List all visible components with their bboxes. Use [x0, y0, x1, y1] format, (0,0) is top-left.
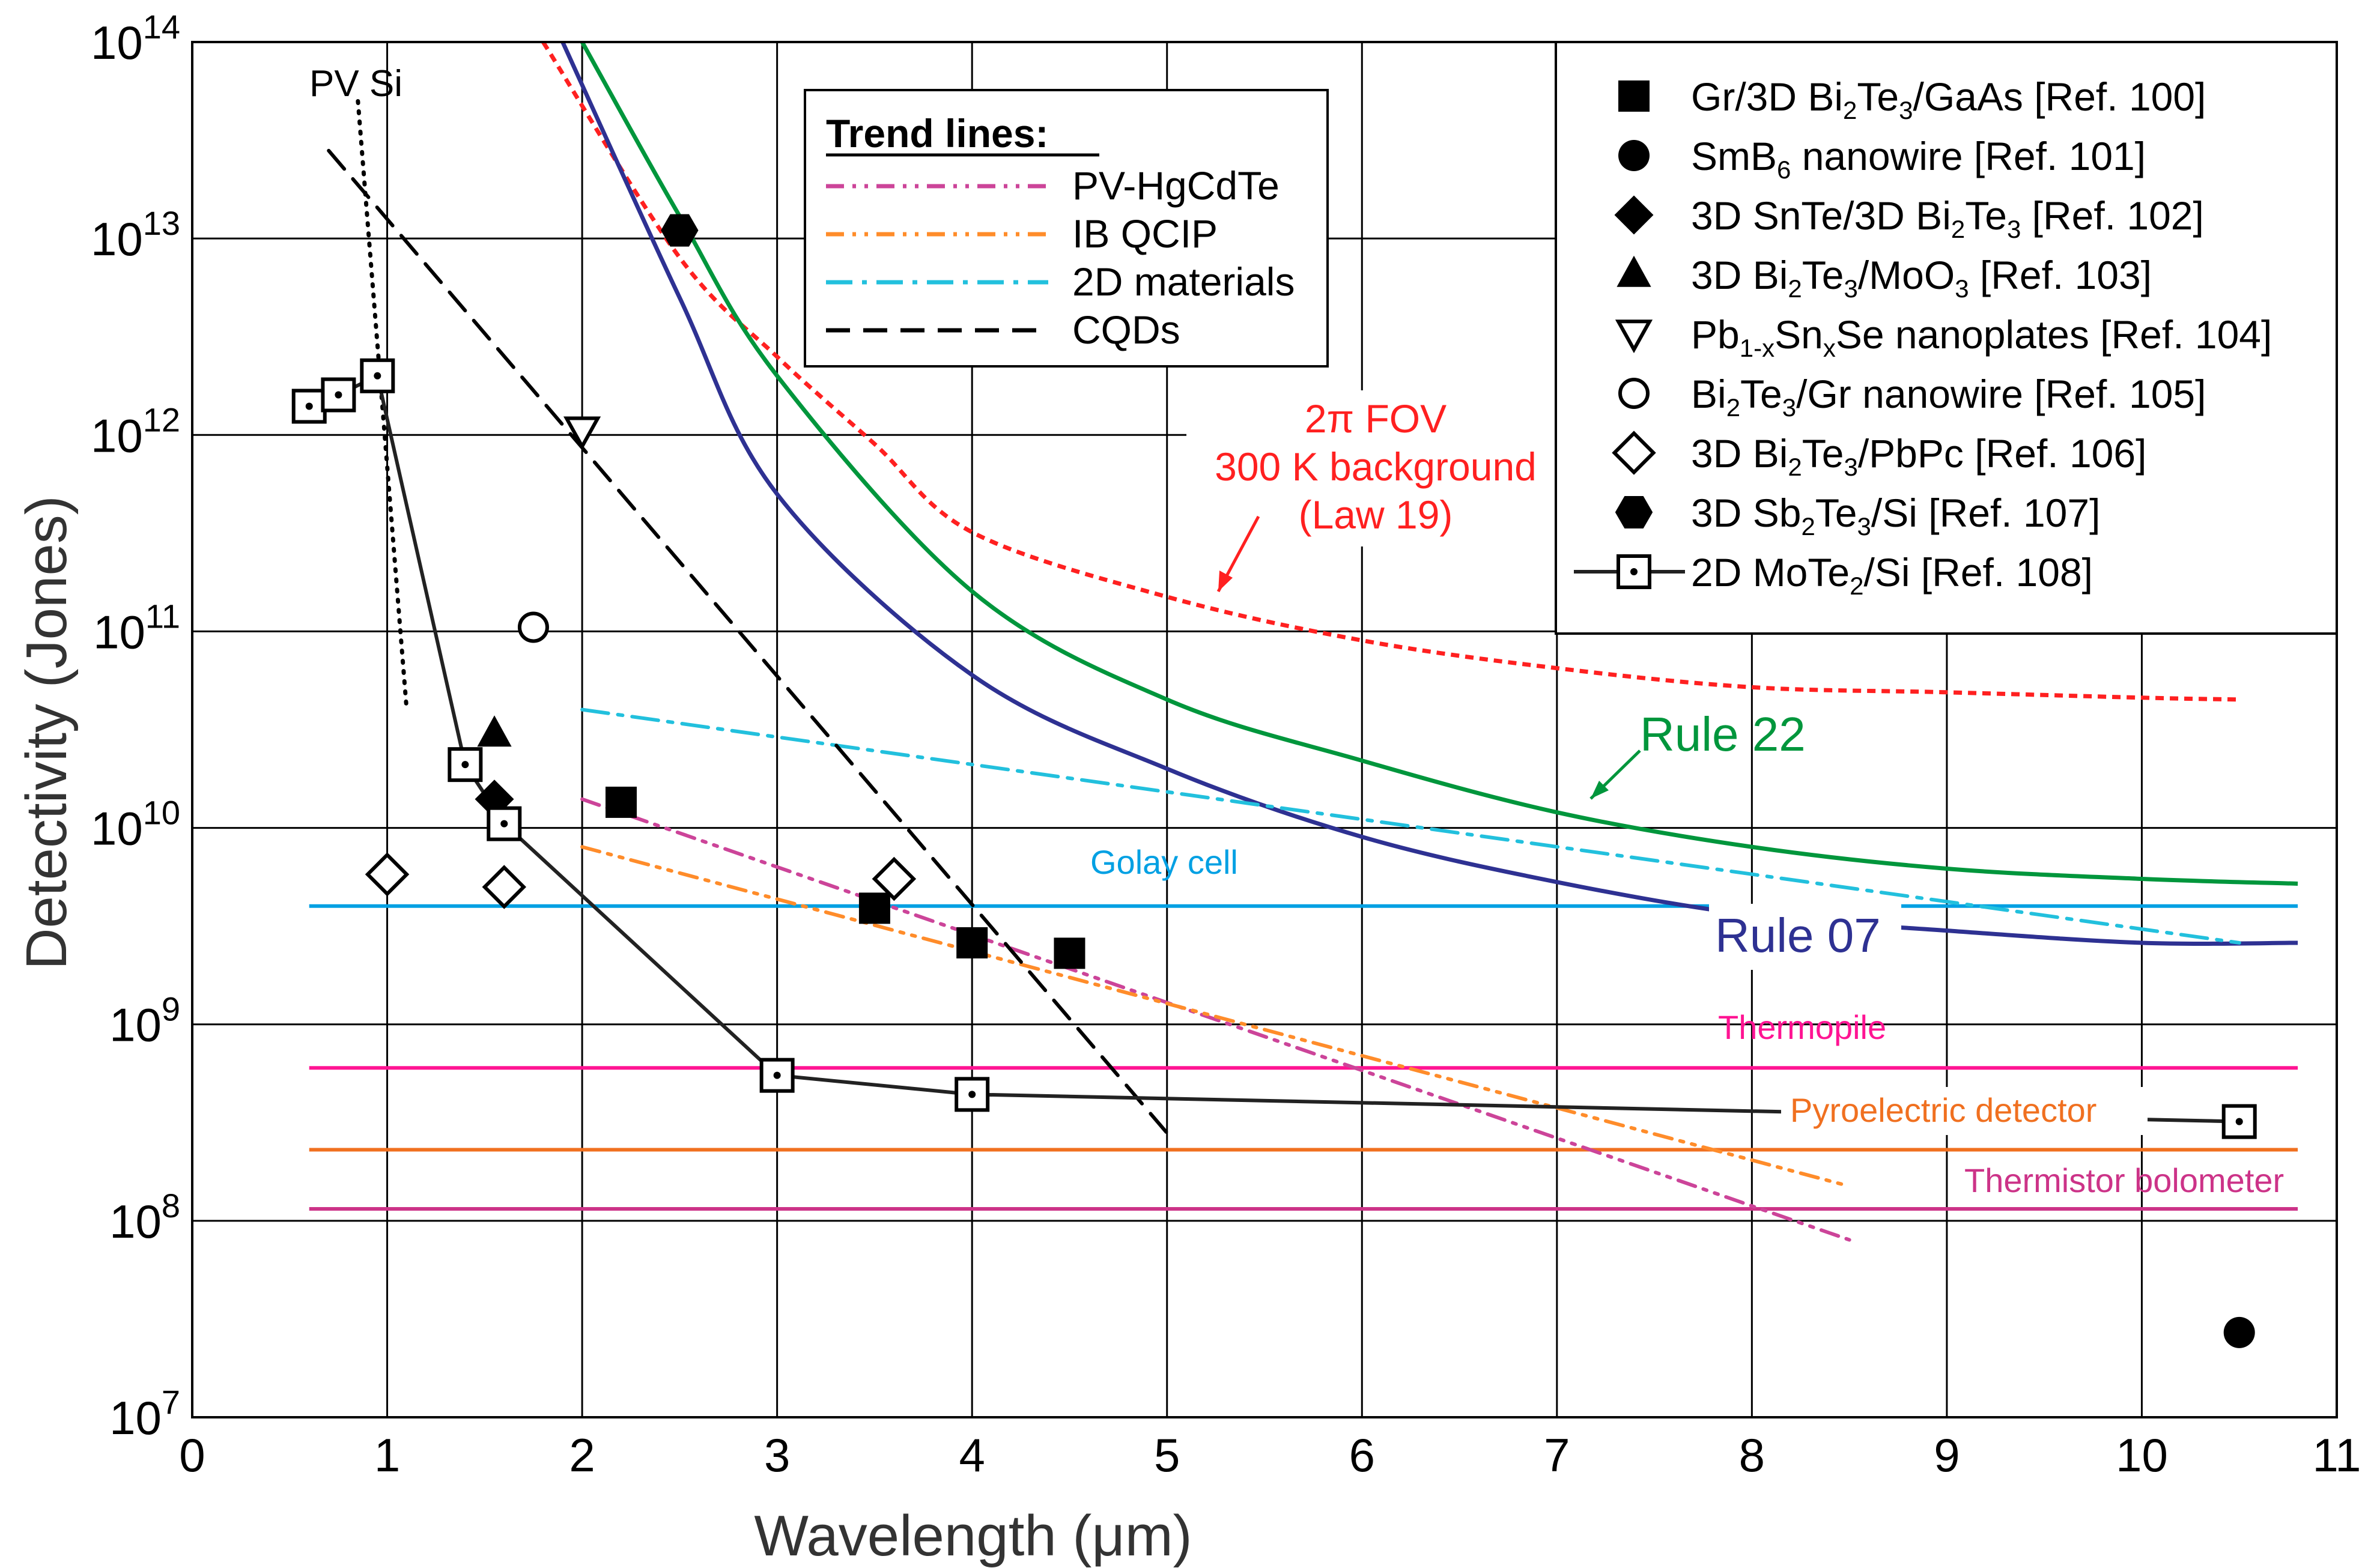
data-point-hexagon-filled: [661, 214, 699, 247]
x-tick-label: 8: [1739, 1429, 1765, 1482]
fov-label-arrowhead: [1218, 571, 1233, 592]
x-tick-label: 11: [2313, 1429, 2361, 1482]
curve-rule: [560, 42, 2298, 946]
curve-2: [541, 42, 2239, 702]
legend-marker: [1612, 431, 1656, 475]
rule07-label: Rule 07: [1715, 909, 1881, 962]
rule07-label-background: [1709, 904, 1901, 970]
golay-cell-label: Golay cell: [1090, 843, 1238, 881]
trend-legend-label: IB QCIP: [1072, 211, 1218, 256]
pyroelectric-label: Pyroelectric detector: [1790, 1091, 2096, 1129]
data-point-square-dot-line: [291, 389, 327, 424]
legend-marker: [1617, 255, 1651, 287]
fov-label-background: [1186, 390, 1559, 546]
data-point-square-filled: [858, 892, 890, 924]
y-tick-label: 1011: [93, 597, 180, 658]
legend-marker: [1618, 140, 1650, 171]
y-axis-title: Detectivity (Jones): [14, 495, 79, 970]
legend-label: 3D Bi2Te3/MoO3 [Ref. 103]: [1691, 253, 2152, 303]
legend-marker: [1615, 319, 1653, 354]
x-tick-label: 9: [1934, 1429, 1960, 1482]
rule22-label: Rule 22: [1640, 707, 1806, 761]
legend-label: 3D Bi2Te3/PbPc [Ref. 106]: [1691, 431, 2146, 481]
data-point-circle-filled: [2223, 1316, 2255, 1348]
fov-label-line2: 300 K background: [1215, 444, 1537, 489]
data-point-circle-open: [517, 611, 549, 643]
legend-marker: [1615, 495, 1653, 529]
x-tick-label: 0: [179, 1429, 205, 1482]
data-point-diamond-open: [365, 852, 410, 897]
legend-label: Pb1-xSnxSe nanoplates [Ref. 104]: [1691, 312, 2272, 362]
data-point-triangle-filled: [477, 715, 512, 747]
markers-legend-items: Gr/3D Bi2Te3/GaAs [Ref. 100] SmB6 nanowir…: [1574, 74, 2272, 600]
data-point-square-dot-line: [360, 358, 395, 393]
legend-marker: [1618, 80, 1650, 112]
data-point-square-dot-line: [321, 377, 356, 413]
theory-curves: [541, 42, 2298, 946]
axis-ticks: 0 1 2 3 4 5 6 7 8 9 10 1110710810910101011101210131…: [91, 8, 2361, 1482]
data-point-square-dot-line: [2221, 1104, 2257, 1139]
thermistor-label: Thermistor bolometer: [1964, 1161, 2284, 1199]
x-tick-label: 5: [1154, 1429, 1180, 1482]
rule22-label-arrowhead: [1591, 781, 1609, 799]
legend-marker: [1614, 195, 1654, 235]
curve-rule: [580, 42, 2298, 886]
trend-legend-label: 2D materials: [1072, 259, 1295, 304]
data-point-square-filled: [606, 786, 637, 818]
y-tick-label: 1014: [91, 8, 180, 69]
data-markers: [291, 214, 2257, 1348]
data-point-square-dot-line: [955, 1077, 990, 1112]
x-tick-label: 2: [569, 1429, 595, 1482]
legend-label: SmB6 nanowire [Ref. 101]: [1691, 134, 2146, 184]
data-point-square-dot-line: [759, 1058, 795, 1093]
trend-legend-label: CQDs: [1072, 307, 1180, 352]
trend-lines-legend-title: Trend lines:: [826, 111, 1048, 156]
x-tick-label: 6: [1349, 1429, 1375, 1482]
legend-label: Gr/3D Bi2Te3/GaAs [Ref. 100]: [1691, 74, 2206, 124]
data-point-square-filled: [956, 927, 988, 958]
data-point-square-filled: [1054, 937, 1085, 969]
y-tick-label: 1012: [91, 401, 180, 462]
x-axis-title: Wavelength (μm): [754, 1504, 1192, 1568]
data-point-triangle-down-open: [563, 416, 601, 450]
legend-marker: [1618, 378, 1650, 409]
trend-line-pv-hgcdte: [580, 797, 1851, 1242]
trend-legend-label: PV-HgCdTe: [1072, 163, 1280, 208]
y-tick-label: 1010: [91, 794, 180, 855]
y-tick-label: 108: [109, 1187, 180, 1248]
legend-label: 2D MoTe2/Si [Ref. 108]: [1691, 550, 2093, 600]
pv-si-label: PV Si: [309, 63, 402, 104]
y-tick-label: 1013: [91, 204, 180, 265]
y-tick-label: 109: [109, 990, 180, 1052]
markers-legend-box: [1555, 41, 2338, 635]
trend-line-ib-qcip: [580, 845, 1851, 1188]
markers-legend: Gr/3D Bi2Te3/GaAs [Ref. 100] SmB6 nanowir…: [1555, 41, 2338, 635]
y-tick-label: 107: [109, 1383, 180, 1444]
legend-label: 3D Sb2Te3/Si [Ref. 107]: [1691, 491, 2100, 540]
data-point-diamond-open: [482, 865, 527, 909]
x-tick-label: 4: [959, 1429, 985, 1482]
legend-label: Bi2Te3/Gr nanowire [Ref. 105]: [1691, 372, 2206, 422]
trend-line-cqds: [327, 148, 1169, 1135]
data-point-square-dot-line: [487, 806, 522, 841]
x-tick-label: 10: [2116, 1429, 2168, 1482]
fov-label-line1: 2π FOV: [1305, 396, 1447, 441]
pyro-label-background: [1781, 1087, 2148, 1135]
trend-lines-legend-box: [804, 89, 1329, 368]
x-tick-label: 3: [764, 1429, 790, 1482]
plot-frame: [191, 41, 2338, 1418]
legend-marker: [1617, 554, 1651, 589]
data-point-square-dot-line: [448, 747, 483, 782]
x-tick-label: 1: [374, 1429, 400, 1482]
thermopile-label: Thermopile: [1718, 1008, 1886, 1046]
legend-label: 3D SnTe/3D Bi2Te3 [Ref. 102]: [1691, 193, 2204, 243]
x-tick-label: 7: [1544, 1429, 1570, 1482]
trend-line-2d-materials: [580, 707, 2241, 945]
data-point-diamond-open: [872, 856, 917, 901]
fov-label-line3: (Law 19): [1299, 492, 1453, 537]
